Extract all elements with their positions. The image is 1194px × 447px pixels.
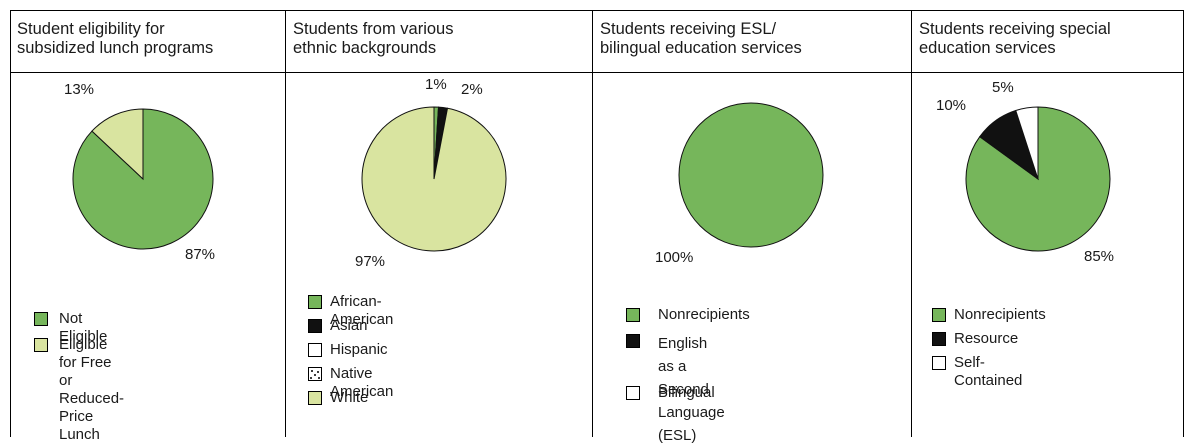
slice-label-self-contained: 5%: [992, 79, 1014, 96]
panel-header: Students from various ethnic backgrounds: [286, 10, 592, 73]
pie-slice-eligible-for-free-or-reduced-price-lunch: [91, 108, 144, 181]
legend-label: African-American: [330, 293, 394, 328]
slice-label-not-eligible: 87%: [185, 246, 216, 263]
legend-label: Nonrecipients: [658, 306, 750, 323]
swatch-green: [34, 312, 48, 326]
pie-slice-nonrecipients: [678, 102, 824, 248]
panel-title: Students receiving special education ser…: [919, 20, 1111, 57]
swatch-green: [308, 295, 322, 309]
slice-label-white: 97%: [355, 253, 386, 270]
swatch-white: [932, 356, 946, 370]
panel-header: Students receiving special education ser…: [912, 10, 1184, 73]
legend-label: Native American: [330, 365, 394, 400]
legend-label: Hispanic: [330, 341, 388, 358]
slice-label-asian: 2%: [461, 81, 483, 98]
legend-label: Not Eligible: [59, 310, 108, 345]
legend-label: English as a Second Language (ESL): [658, 335, 725, 444]
panel-header: Student eligibility for subsidized lunch…: [10, 10, 285, 73]
slice-label-nonrecipients: 85%: [1084, 248, 1115, 265]
slice-label-resource: 10%: [936, 97, 967, 114]
swatch-green: [626, 308, 640, 322]
panel-special-ed: Students receiving special education ser…: [911, 10, 1184, 437]
panel-lunch: Student eligibility for subsidized lunch…: [10, 10, 285, 443]
legend-label: Bilingual: [658, 384, 715, 401]
legend-label: White: [330, 389, 369, 406]
pie-chart-special-ed: [965, 106, 1111, 252]
legend-label: Resource: [954, 330, 1019, 347]
pie-chart-esl: [678, 102, 824, 248]
pie-chart-ethnic: [361, 106, 507, 252]
swatch-black: [932, 332, 946, 346]
pie-slice-white: [361, 106, 507, 252]
swatch-dotted: [308, 367, 322, 381]
swatch-green: [932, 308, 946, 322]
swatch-white: [308, 343, 322, 357]
chart-frame: [10, 10, 1184, 437]
swatch-white: [626, 386, 640, 400]
swatch-light: [308, 391, 322, 405]
legend-label: Nonrecipients: [954, 306, 1046, 323]
panel-ethnic: Students from various ethnic backgrounds…: [285, 10, 592, 437]
swatch-black: [308, 319, 322, 333]
swatch-light: [34, 338, 48, 352]
pie-slice-self-contained: [1015, 106, 1039, 180]
panel-title: Students from various ethnic backgrounds: [293, 20, 454, 57]
slice-label-nonrecipients: 100%: [655, 249, 694, 266]
panel-title: Student eligibility for subsidized lunch…: [17, 20, 214, 57]
swatch-black: [626, 334, 640, 348]
slice-label-eligible: 13%: [64, 81, 95, 98]
panel-esl: Students receiving ESL/ bilingual educat…: [592, 10, 911, 444]
pie-chart-lunch: [72, 108, 214, 250]
legend-label: Self-Contained: [954, 354, 1023, 389]
legend-label: Asian: [330, 317, 368, 334]
panel-title: Students receiving ESL/ bilingual educat…: [600, 20, 802, 57]
panel-header: Students receiving ESL/ bilingual educat…: [593, 10, 911, 73]
slice-label-african-american: 1%: [425, 76, 447, 93]
legend-label: Eligible for Free or Reduced-Price Lunch: [59, 336, 125, 443]
